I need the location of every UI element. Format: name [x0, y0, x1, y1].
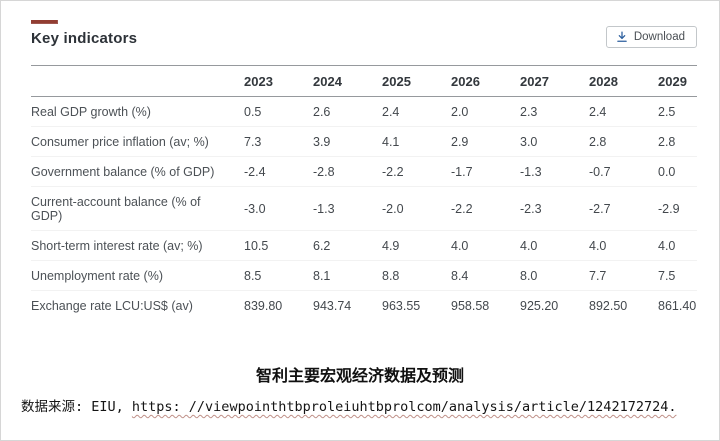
download-label: Download: [633, 31, 685, 43]
cell-value: 963.55: [382, 299, 421, 313]
cell-value: 7.5: [658, 269, 676, 283]
table-header-year: 2023: [244, 74, 273, 89]
cell-value: 8.0: [520, 269, 538, 283]
source-url-link[interactable]: https: //viewpointhtbproleiuhtbprolcom/a…: [131, 399, 677, 415]
table-header-year: 2028: [589, 74, 618, 89]
row-label: Exchange rate LCU:US$ (av): [31, 299, 193, 313]
table-row: Government balance (% of GDP) -2.4 -2.8 -2.…: [31, 156, 697, 187]
cell-value: -2.8: [313, 165, 335, 179]
cell-value: 943.74: [313, 299, 352, 313]
cell-value: 839.80: [244, 299, 283, 313]
row-label: Current-account balance (% of GDP): [31, 195, 201, 223]
cell-value: 2.6: [313, 105, 331, 119]
row-label: Real GDP growth (%): [31, 105, 151, 119]
cell-value: 0.5: [244, 105, 262, 119]
table-header-year: 2026: [451, 74, 480, 89]
cell-value: 958.58: [451, 299, 490, 313]
source-line: 数据来源: EIU, https: //viewpointhtbproleiuh…: [1, 395, 719, 415]
cell-value: -2.4: [244, 165, 266, 179]
cell-value: -2.3: [520, 202, 542, 216]
cell-value: 2.8: [589, 135, 607, 149]
download-button[interactable]: Download: [605, 26, 697, 48]
row-label: Government balance (% of GDP): [31, 165, 215, 179]
cell-value: 2.8: [658, 135, 676, 149]
cell-value: -2.9: [658, 202, 680, 216]
title-block: Key indicators: [31, 20, 137, 47]
cell-value: -2.0: [382, 202, 404, 216]
cell-value: 4.0: [589, 239, 607, 253]
cell-value: 3.0: [520, 135, 538, 149]
cell-value: 4.0: [451, 239, 469, 253]
cell-value: -0.7: [589, 165, 611, 179]
cell-value: 4.1: [382, 135, 400, 149]
cell-value: -1.3: [520, 165, 542, 179]
figure-caption: 智利主要宏观经济数据及预测: [255, 366, 464, 385]
table-row: Real GDP growth (%) 0.5 2.6 2.4 2.0 2.3 2.4 2.5: [31, 97, 697, 127]
cell-value: 2.9: [451, 135, 469, 149]
cell-value: 6.2: [313, 239, 331, 253]
cropped-red-mark: [31, 20, 58, 24]
cell-value: -3.0: [244, 202, 266, 216]
cell-value: 10.5: [244, 239, 269, 253]
cell-value: 861.40: [658, 299, 697, 313]
row-label: Unemployment rate (%): [31, 269, 163, 283]
table-header-year: 2024: [313, 74, 342, 89]
cell-value: 892.50: [589, 299, 628, 313]
source-prefix: 数据来源: EIU,: [21, 399, 132, 415]
cell-value: 2.3: [520, 105, 538, 119]
cell-value: 2.0: [451, 105, 469, 119]
page-title: Key indicators: [31, 30, 138, 47]
indicators-table: 2023 2024 2025 2026 2027 2028 2029 Real GDP gr…: [31, 65, 697, 320]
table-row: Unemployment rate (%) 8.5 8.1 8.8 8.4 8.0 7.7 7…: [31, 260, 697, 291]
cell-value: 8.4: [451, 269, 469, 283]
cell-value: 8.5: [244, 269, 262, 283]
cell-value: -2.2: [382, 165, 404, 179]
table-row: Short-term interest rate (av; %) 10.5 6.2 4…: [31, 230, 697, 261]
table-body: Real GDP growth (%) 0.5 2.6 2.4 2.0 2.3 2.4 2.5…: [31, 97, 697, 321]
cell-value: -1.3: [313, 202, 335, 216]
table-header-year: 2029: [658, 74, 687, 89]
cell-value: 2.4: [589, 105, 607, 119]
table-row: Exchange rate LCU:US$ (av) 839.80 943.74 96…: [31, 290, 697, 321]
table-row: Consumer price inflation (av; %) 7.3 3.9 4.…: [31, 126, 697, 157]
cell-value: 7.3: [244, 135, 262, 149]
row-label: Short-term interest rate (av; %): [31, 239, 203, 253]
table-row: Current-account balance (% of GDP) -3.0 -1…: [31, 186, 697, 231]
table-header-year: 2025: [382, 74, 411, 89]
cell-value: 7.7: [589, 269, 607, 283]
cell-value: 8.1: [313, 269, 331, 283]
key-indicators-widget: Key indicators Download 2023 2024 2025 2026…: [1, 20, 719, 320]
cell-value: 0.0: [658, 165, 676, 179]
widget-header: Key indicators Download: [31, 20, 697, 48]
row-label: Consumer price inflation (av; %): [31, 135, 209, 149]
table-header-year: 2027: [520, 74, 549, 89]
cell-value: 2.4: [382, 105, 400, 119]
cell-value: 3.9: [313, 135, 331, 149]
cell-value: 2.5: [658, 105, 676, 119]
cell-value: 4.9: [382, 239, 400, 253]
cell-value: -1.7: [451, 165, 473, 179]
cell-value: 4.0: [520, 239, 538, 253]
cell-value: -2.7: [589, 202, 611, 216]
cell-value: 4.0: [658, 239, 676, 253]
download-icon: [616, 31, 628, 43]
cell-value: 925.20: [520, 299, 559, 313]
table-header-empty: [31, 66, 244, 97]
cell-value: 8.8: [382, 269, 400, 283]
table-header-row: 2023 2024 2025 2026 2027 2028 2029: [31, 65, 697, 97]
cell-value: -2.2: [451, 202, 473, 216]
